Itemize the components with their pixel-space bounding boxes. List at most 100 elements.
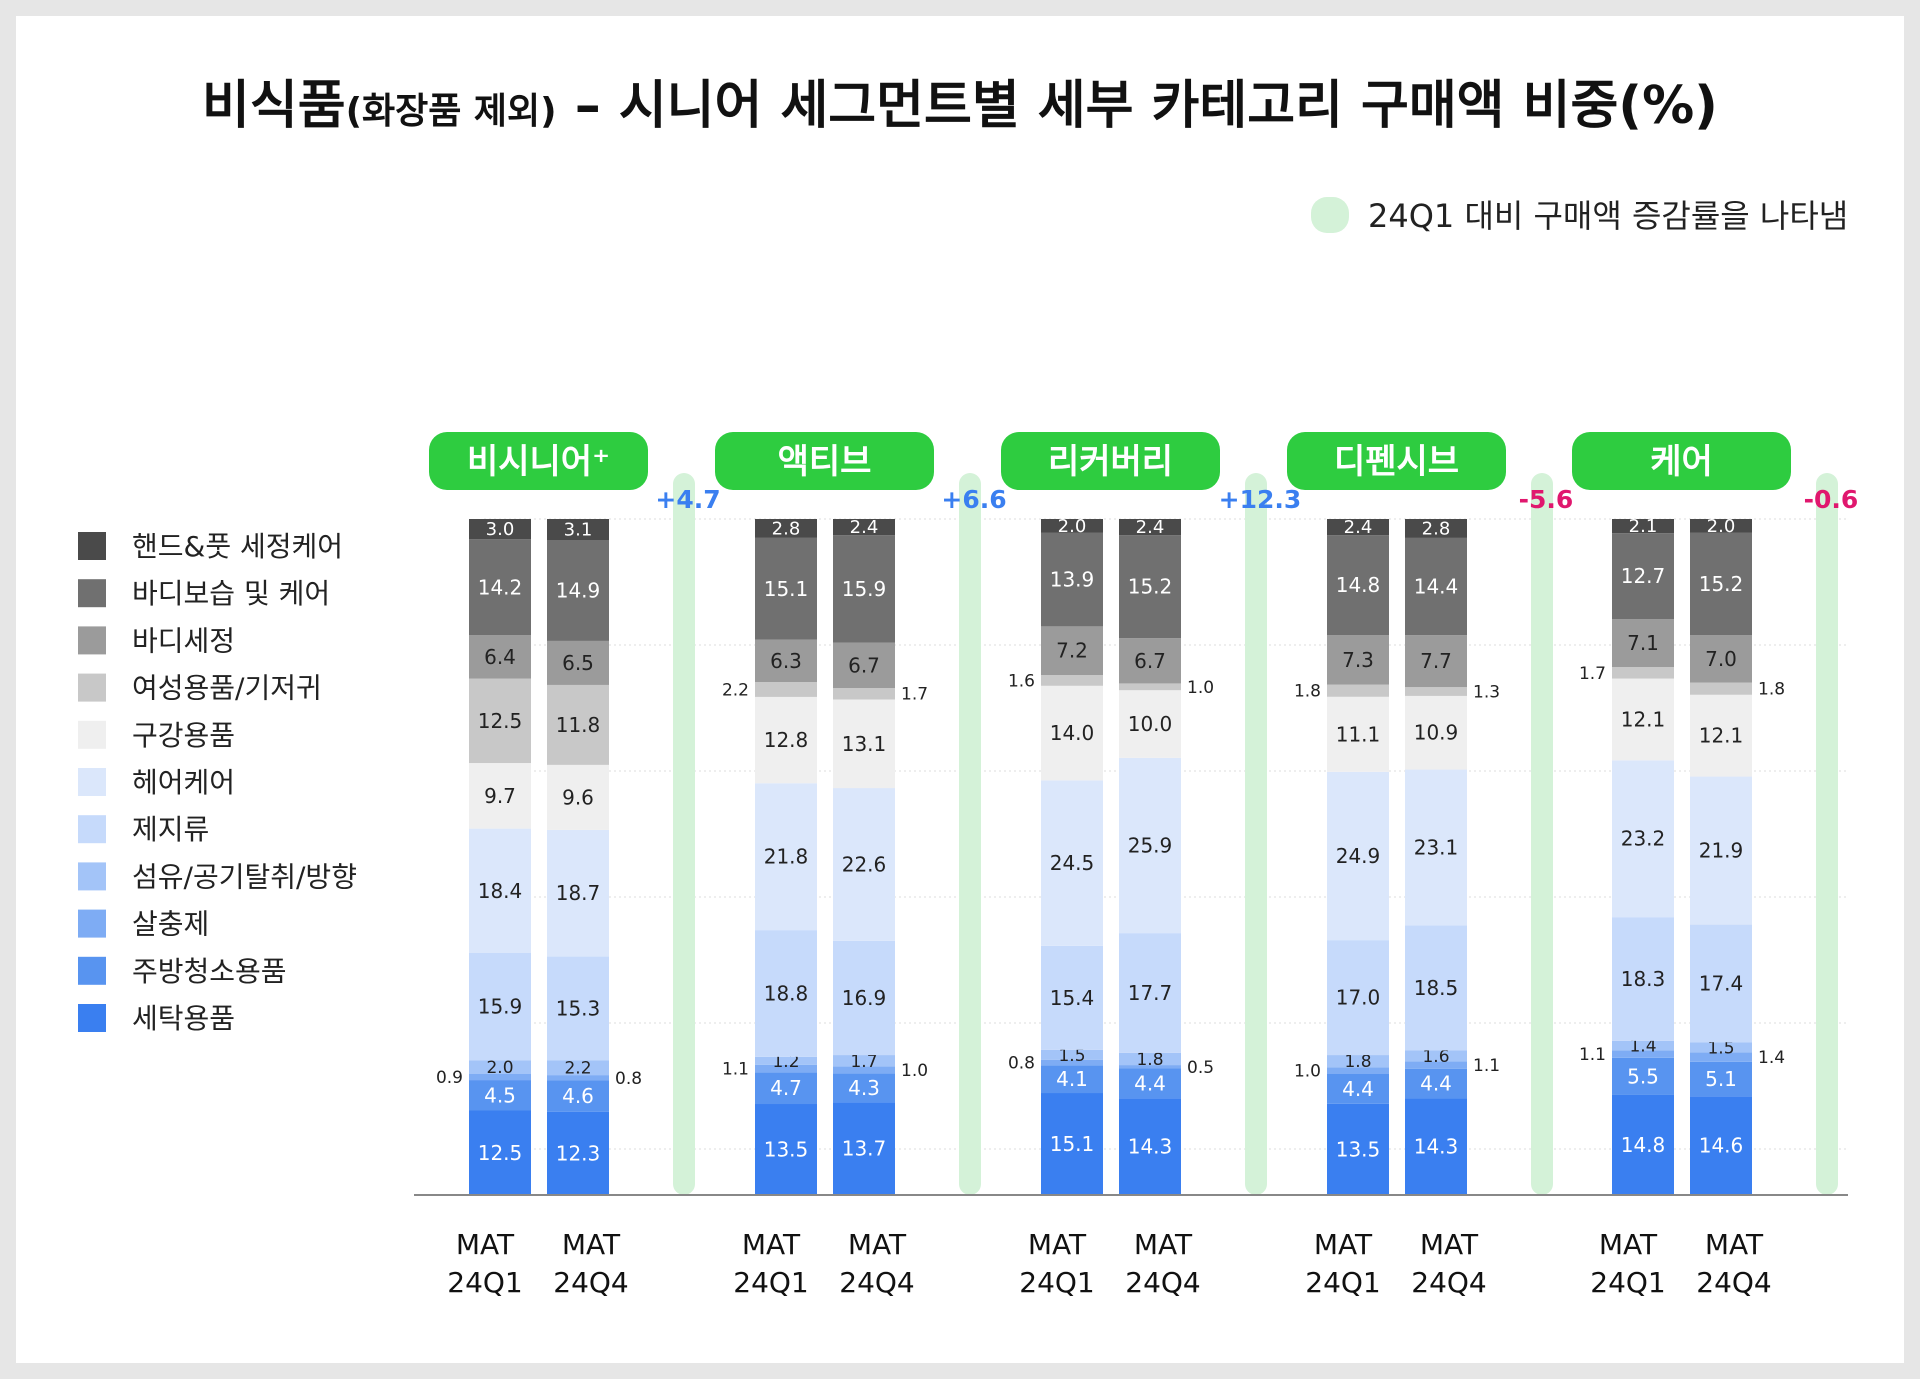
bar-segment-2-1-9 (1119, 535, 1181, 639)
value-label-3-1-4: 18.5 (1414, 976, 1459, 1000)
value-label-2-0-5: 24.5 (1050, 851, 1095, 875)
legend-swatch-3 (78, 673, 106, 702)
stacked-bar-chart: 비식품(화장품 제외) – 시니어 세그먼트별 세부 카테고리 구매액 비중(%… (78, 76, 1858, 1299)
bar-segment-1-1-0 (833, 1102, 895, 1195)
segment-header-pill-0 (429, 432, 648, 490)
bar-segment-1-0-0 (755, 1104, 817, 1195)
bar-segment-3-1-0 (1405, 1098, 1467, 1195)
value-label-4-1-4: 17.4 (1699, 971, 1744, 995)
legend-label-9: 주방청소용품 (132, 955, 287, 988)
chart-title-rest: – 시니어 세그먼트별 세부 카테고리 구매액 비중(%) (557, 76, 1718, 136)
bar-segment-0-1-8 (547, 640, 609, 685)
value-label-0-0-0: 12.5 (478, 1141, 523, 1165)
bar-segment-0-1-1 (547, 1080, 609, 1112)
value-label-3-1-2: 1.1 (1473, 1056, 1500, 1076)
legend-swatch-1 (78, 579, 106, 608)
segment-header-label-1: 액티브 (778, 442, 872, 482)
bar-segment-2-0-5 (1041, 780, 1103, 946)
bar-segment-1-1-7 (833, 688, 895, 700)
bar-segment-4-1-1 (1690, 1061, 1752, 1097)
bar-segment-3-0-9 (1327, 535, 1389, 636)
legend-label-3: 여성용품/기저귀 (132, 672, 322, 705)
legend-label-4: 구강용품 (132, 719, 235, 752)
note-text: 24Q1 대비 구매액 증감률을 나타냄 (1368, 197, 1848, 235)
bar-segment-0-1-2 (547, 1075, 609, 1081)
bar-segment-2-0-6 (1041, 685, 1103, 781)
bar-segment-0-0-10 (469, 519, 531, 540)
value-label-2-0-3: 1.5 (1058, 1046, 1085, 1066)
legend-label-6: 제지류 (132, 813, 209, 846)
value-label-3-1-3: 1.6 (1422, 1047, 1449, 1067)
bar-segment-1-1-1 (833, 1073, 895, 1103)
bar-segment-3-1-3 (1405, 1050, 1467, 1062)
value-label-4-0-6: 12.1 (1621, 707, 1666, 731)
legend-swatch-2 (78, 626, 106, 655)
value-label-1-0-8: 6.3 (770, 649, 802, 673)
bar-segment-1-0-3 (755, 1056, 817, 1065)
bar-segment-2-1-7 (1119, 683, 1181, 691)
legend-swatch-4 (78, 720, 106, 749)
bar-segment-0-1-6 (547, 764, 609, 830)
value-label-4-0-7: 1.7 (1579, 664, 1606, 684)
value-label-0-0-2: 0.9 (436, 1068, 463, 1088)
value-label-2-0-0: 15.1 (1050, 1132, 1095, 1156)
value-label-4-0-2: 1.1 (1579, 1045, 1606, 1065)
bar-segment-0-0-6 (469, 763, 531, 829)
bar-segment-1-1-2 (833, 1066, 895, 1074)
bar-segment-1-1-4 (833, 940, 895, 1056)
legend-swatch-8 (78, 909, 106, 938)
value-label-3-0-0: 13.5 (1336, 1137, 1381, 1161)
bar-segment-1-0-9 (755, 537, 817, 640)
segment-header-label-0: 비시니어⁺ (467, 442, 610, 482)
value-label-4-1-1: 5.1 (1705, 1067, 1737, 1091)
bar-segment-4-0-2 (1612, 1050, 1674, 1058)
bar-segment-2-1-10 (1119, 519, 1181, 536)
bar-segment-1-1-8 (833, 642, 895, 688)
x-tick-label-0-0-line1: MAT (456, 1228, 515, 1261)
value-label-4-1-10: 2.0 (1707, 516, 1736, 537)
legend-swatch-5 (78, 768, 106, 796)
value-label-1-0-2: 1.1 (722, 1060, 749, 1080)
growth-change-label-1: +6.6 (941, 485, 1006, 514)
legend-label-10: 세탁용품 (132, 1002, 235, 1035)
bar-segment-4-1-9 (1690, 532, 1752, 636)
segment-header-label-4: 케어 (1650, 442, 1713, 482)
bar-segment-2-0-8 (1041, 626, 1103, 675)
x-tick-label-1-1-line1: MAT (848, 1228, 907, 1261)
value-label-3-0-9: 14.8 (1336, 573, 1381, 597)
value-label-3-0-7: 1.8 (1294, 682, 1321, 702)
bar-segment-4-1-8 (1690, 635, 1752, 683)
segment-header-pill-3 (1287, 432, 1506, 490)
bar-segment-2-1-3 (1119, 1052, 1181, 1066)
value-label-3-1-10: 2.8 (1422, 518, 1451, 539)
value-label-1-1-2: 1.0 (901, 1061, 928, 1081)
segment-header-label-3: 디펜시브 (1334, 442, 1459, 482)
growth-bar-4 (1816, 473, 1838, 1195)
bar-segment-4-1-10 (1690, 519, 1752, 533)
value-label-3-0-5: 24.9 (1336, 844, 1381, 868)
x-tick-label-2-1-line1: MAT (1134, 1228, 1193, 1261)
bar-segment-4-1-2 (1690, 1052, 1752, 1062)
bar-segment-3-0-2 (1327, 1067, 1389, 1074)
value-label-0-1-8: 6.5 (562, 651, 594, 675)
x-tick-label-0-1-line1: MAT (562, 1228, 621, 1261)
x-tick-label-1-0-line2: 24Q1 (733, 1266, 808, 1299)
legend-label-1: 바디보습 및 케어 (132, 577, 330, 610)
value-label-1-1-9: 15.9 (842, 577, 887, 601)
x-tick-label-2-0-line1: MAT (1028, 1228, 1087, 1261)
chart-title-main: 비식품 (202, 76, 346, 136)
bar-segment-0-1-9 (547, 539, 609, 641)
value-label-4-0-3: 1.4 (1629, 1037, 1656, 1057)
value-label-0-0-5: 18.4 (478, 879, 523, 903)
bar-segment-3-0-4 (1327, 940, 1389, 1056)
value-label-1-0-3: 1.2 (772, 1052, 799, 1072)
value-label-1-0-6: 12.8 (764, 728, 809, 752)
value-label-1-0-4: 18.8 (764, 981, 809, 1005)
value-label-3-0-4: 17.0 (1336, 986, 1381, 1010)
value-label-2-0-8: 7.2 (1056, 639, 1088, 663)
bar-segment-2-0-0 (1041, 1093, 1103, 1195)
x-tick-label-4-0-line2: 24Q1 (1590, 1266, 1665, 1299)
growth-bar-2 (1245, 473, 1267, 1195)
bar-segment-2-1-0 (1119, 1098, 1181, 1195)
x-tick-label-2-1-line2: 24Q4 (1125, 1266, 1200, 1299)
